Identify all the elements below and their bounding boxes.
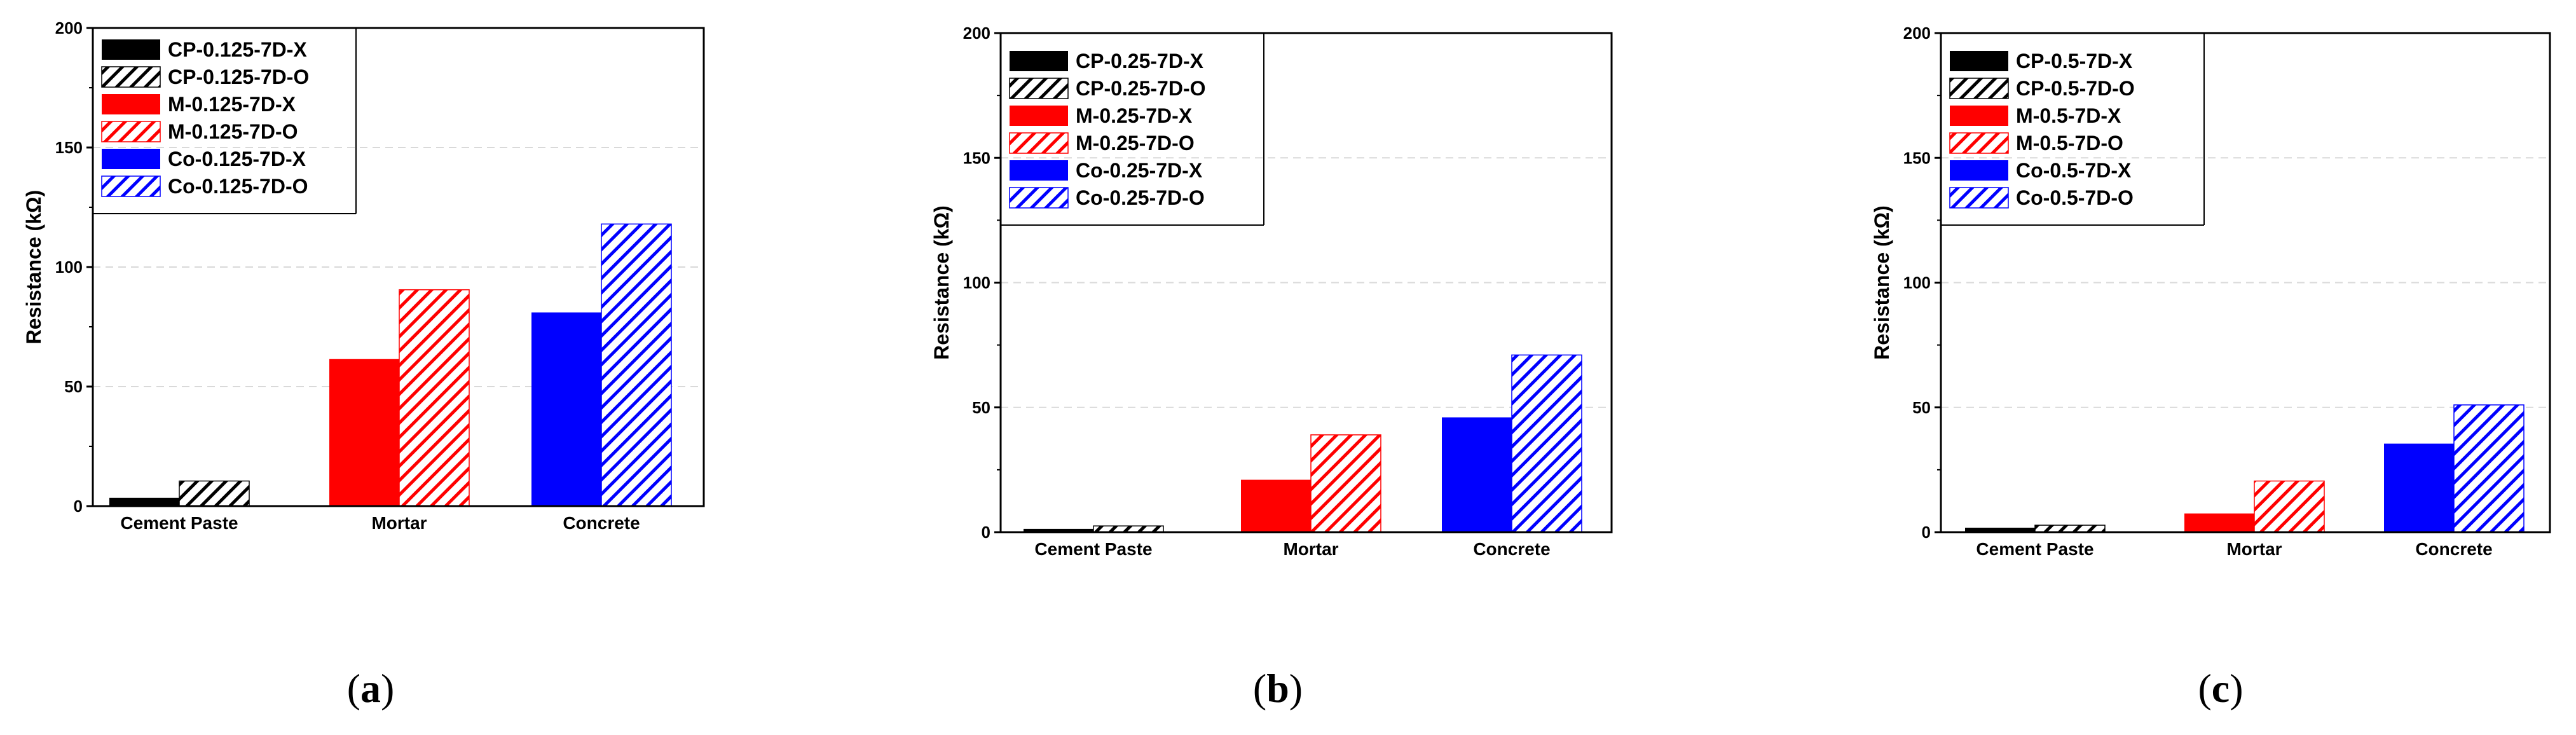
y-axis-title: Resistance (kΩ) (930, 205, 953, 360)
legend-entry: M-0.25-7D-X (1076, 104, 1193, 127)
y-tick-label: 50 (972, 398, 990, 417)
legend-swatch (102, 94, 160, 114)
bar-M-0.25-7D-X (1241, 479, 1311, 532)
y-tick-label: 200 (55, 18, 83, 38)
legend-swatch (1010, 160, 1068, 181)
legend-entry: Co-0.125-7D-O (168, 175, 308, 198)
legend-swatch (102, 39, 160, 60)
y-tick-label: 100 (55, 258, 83, 277)
legend: CP-0.125-7D-X CP-0.125-7D-O M-0.125-7D-X M-… (93, 28, 357, 214)
y-tick-label: 0 (1922, 523, 1931, 542)
legend-swatch (1009, 132, 1069, 154)
x-tick-label: Concrete (1473, 539, 1550, 559)
legend-swatch (101, 175, 161, 197)
y-tick-label: 200 (1903, 24, 1931, 43)
bar-M-0.125-7D-O (399, 289, 470, 507)
legend-entry: Co-0.5-7D-X (2016, 159, 2132, 182)
bar-Co-0.125-7D-X (531, 312, 601, 506)
y-tick-label: 150 (55, 138, 83, 157)
bar-CP-0.125-7D-X (109, 497, 179, 506)
legend-swatch (1949, 132, 2009, 154)
legend-entry: Co-0.5-7D-O (2016, 186, 2134, 209)
y-axis-title: Resistance (kΩ) (1870, 205, 1893, 360)
bar-CP-0.125-7D-O (179, 480, 250, 507)
y-tick-label: 0 (982, 523, 990, 542)
y-tick-label: 200 (963, 24, 990, 43)
legend-entry: M-0.125-7D-X (168, 93, 296, 116)
legend-entry: Co-0.25-7D-O (1076, 186, 1205, 209)
legend-entry: CP-0.25-7D-X (1076, 50, 1204, 72)
bar-M-0.25-7D-O (1310, 434, 1381, 533)
bar-Co-0.125-7D-O (601, 223, 672, 507)
x-tick-label: Cement Paste (120, 513, 238, 533)
bar-CP-0.5-7D-X (1965, 527, 2035, 532)
legend-swatch (102, 149, 160, 169)
legend: CP-0.25-7D-X CP-0.25-7D-O M-0.25-7D-X M-0.2… (1001, 33, 1264, 226)
x-tick-label: Cement Paste (1976, 539, 2093, 559)
chart-panel-c: 0 50 100 150 200 Cement Paste Mortar Concrete Re… (1870, 24, 2551, 711)
x-tick-label: Concrete (563, 513, 640, 533)
legend-swatch (1950, 106, 2008, 126)
y-tick-label: 0 (74, 497, 83, 516)
y-tick-label: 50 (64, 377, 83, 396)
x-tick-label: Concrete (2415, 539, 2492, 559)
legend-entry: CP-0.25-7D-O (1076, 77, 1206, 100)
x-tick-label: Cement Paste (1034, 539, 1152, 559)
bar-M-0.5-7D-O (2254, 480, 2325, 533)
legend-entry: CP-0.5-7D-O (2016, 77, 2135, 100)
bar-M-0.5-7D-X (2184, 513, 2254, 532)
bar-Co-0.5-7D-X (2384, 443, 2454, 532)
legend-entry: M-0.5-7D-O (2016, 132, 2123, 155)
legend-swatch (1009, 78, 1069, 99)
bar-Co-0.25-7D-X (1442, 417, 1512, 532)
legend-entry: M-0.5-7D-X (2016, 104, 2121, 127)
panel-label: (c) (2198, 666, 2243, 711)
legend: CP-0.5-7D-X CP-0.5-7D-O M-0.5-7D-X M-0.5-7D… (1941, 33, 2205, 226)
legend-swatch (1949, 78, 2009, 99)
legend-entry: M-0.125-7D-O (168, 120, 298, 143)
legend-entry: CP-0.5-7D-X (2016, 50, 2133, 72)
bar-Co-0.5-7D-O (2453, 404, 2525, 533)
panel-label: (b) (1253, 666, 1303, 711)
legend-entry: CP-0.125-7D-O (168, 65, 309, 88)
y-tick-label: 150 (963, 148, 990, 167)
legend-entry: CP-0.125-7D-X (168, 38, 307, 61)
legend-entry: M-0.25-7D-O (1076, 132, 1195, 155)
legend-swatch (101, 121, 161, 142)
legend-swatch (1010, 51, 1068, 71)
x-tick-label: Mortar (371, 513, 427, 533)
legend-swatch (101, 66, 161, 88)
bar-M-0.125-7D-X (329, 359, 399, 506)
y-tick-label: 50 (1912, 398, 1931, 417)
x-tick-label: Mortar (2226, 539, 2282, 559)
legend-swatch (1950, 160, 2008, 181)
y-axis-title: Resistance (kΩ) (22, 190, 45, 345)
x-tick-label: Mortar (1283, 539, 1338, 559)
bar-Co-0.25-7D-O (1511, 354, 1582, 533)
panel-label: (a) (347, 666, 395, 711)
chart-panel-b: 0 50 100 150 200 Cement Paste Mortar Concrete Re… (930, 24, 1613, 711)
legend-entry: Co-0.25-7D-X (1076, 159, 1203, 182)
bar-CP-0.5-7D-O (2034, 525, 2106, 533)
y-tick-label: 100 (963, 273, 990, 292)
bar-CP-0.25-7D-X (1024, 528, 1093, 532)
legend-entry: Co-0.125-7D-X (168, 148, 306, 170)
legend-swatch (1009, 187, 1069, 209)
y-tick-label: 150 (1903, 148, 1931, 167)
legend-swatch (1010, 106, 1068, 126)
y-tick-label: 100 (1903, 273, 1931, 292)
legend-swatch (1949, 187, 2009, 209)
chart-panel-a: 0 50 100 150 200 Cement Paste Mortar Concrete Re… (22, 18, 705, 711)
legend-swatch (1950, 51, 2008, 71)
